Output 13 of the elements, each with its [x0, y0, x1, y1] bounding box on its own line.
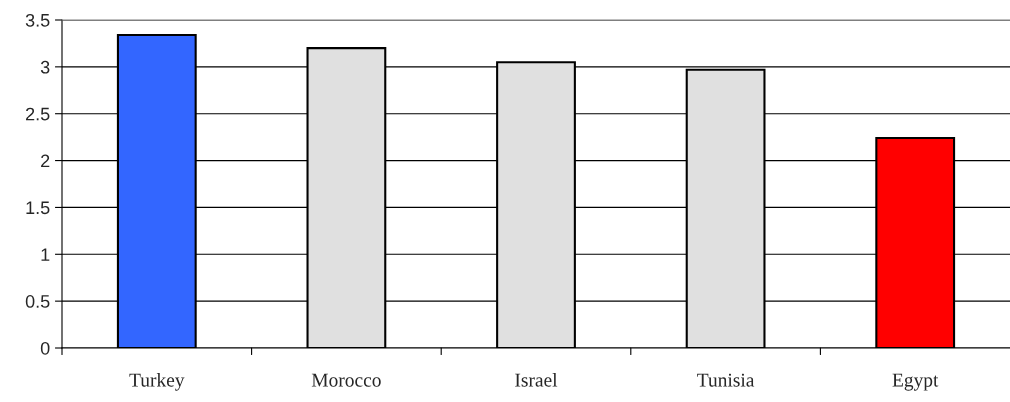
x-tick-label: Morocco — [311, 373, 381, 387]
y-tick-label: 3.5 — [25, 13, 50, 27]
x-tick-label: Israel — [515, 373, 558, 387]
x-tick-label: Tunisia — [697, 373, 755, 387]
x-tick-label: Egypt — [892, 373, 939, 391]
x-tick-label: Turkey — [129, 373, 185, 391]
y-tick-label: 2 — [41, 154, 50, 168]
y-tick-label: 3 — [40, 60, 50, 74]
y-tick-label: 0.5 — [25, 295, 50, 308]
y-tick-label: 2.5 — [26, 107, 50, 121]
y-tick-label: 1.5 — [26, 201, 50, 215]
y-tick-label: 1 — [41, 248, 50, 261]
y-tick-label: 0 — [40, 341, 50, 355]
